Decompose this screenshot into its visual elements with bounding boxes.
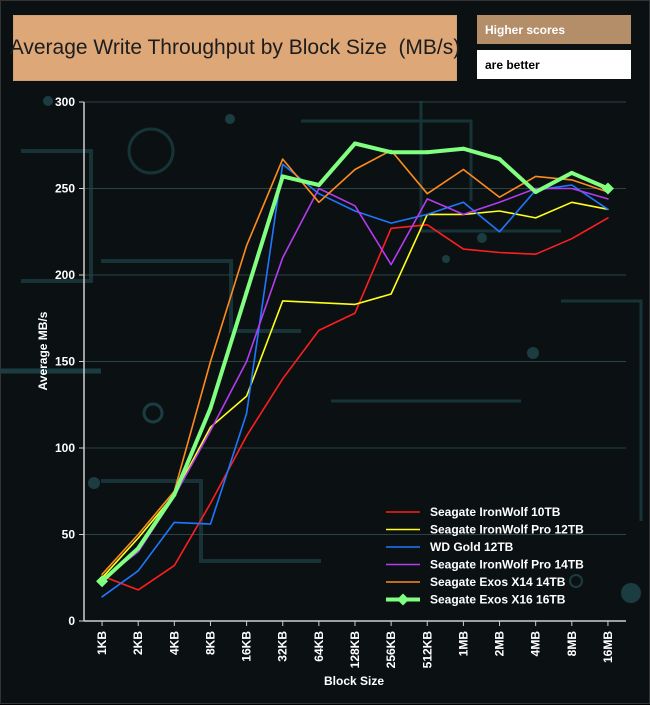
legend-marker-5	[397, 593, 409, 606]
x-tick-label-3: 8KB	[203, 631, 217, 655]
series-3	[101, 187, 609, 581]
data-point-5-0	[96, 575, 109, 588]
x-tick-label-5: 32KB	[276, 631, 290, 662]
chart-legend: Seagate IronWolf 10TB Seagate IronWolf Pr…	[386, 505, 584, 607]
data-point-5-14	[601, 182, 614, 195]
legend-item-4: Seagate Exos X14 14TB	[386, 575, 566, 589]
data-point-5-10	[461, 146, 466, 151]
x-tick-label-8: 256KB	[384, 631, 398, 669]
y-tick-label-6: 300	[55, 95, 75, 109]
data-point-5-3	[208, 406, 213, 411]
data-point-5-9	[425, 150, 430, 155]
x-tick-label-9: 512KB	[420, 631, 434, 669]
legend-label-0: Seagate IronWolf 10TB	[430, 505, 561, 519]
x-tick-label-4: 16KB	[240, 631, 254, 662]
x-tick-label-13: 8MB	[565, 631, 579, 657]
legend-label-5: Seagate Exos X16 16TB	[430, 593, 566, 607]
circuit-background	[1, 96, 643, 603]
series-5	[96, 141, 614, 588]
y-tick-label-1: 50	[62, 528, 76, 542]
note-higher-scores: Higher scores	[477, 15, 631, 44]
legend-item-0: Seagate IronWolf 10TB	[386, 505, 561, 519]
data-point-5-11	[497, 157, 502, 162]
x-tick-label-0: 1KB	[95, 631, 109, 655]
x-tick-label-12: 4MB	[529, 631, 543, 657]
y-tick-label-4: 200	[55, 268, 75, 282]
data-point-5-8	[389, 150, 394, 155]
y-tick-label-0: 0	[68, 614, 75, 628]
x-tick-label-10: 1MB	[456, 631, 470, 657]
series-line-3	[101, 187, 609, 581]
series-layer	[96, 141, 614, 598]
x-tick-label-2: 4KB	[167, 631, 181, 655]
series-line-2	[101, 163, 609, 598]
x-axis-title: Block Size	[324, 674, 384, 688]
legend-item-2: WD Gold 12TB	[386, 540, 514, 554]
data-point-5-1	[136, 546, 141, 551]
y-axis-ticks: 0 50 100 150 200 250 300	[55, 95, 84, 628]
x-tick-label-1: 2KB	[131, 631, 145, 655]
data-point-5-6	[316, 183, 321, 188]
data-point-5-4	[244, 290, 249, 295]
y-tick-label-5: 250	[55, 182, 75, 196]
y-tick-label-2: 100	[55, 441, 75, 455]
series-0	[101, 217, 609, 591]
series-line-0	[101, 217, 609, 591]
data-point-5-2	[172, 492, 177, 497]
series-2	[101, 163, 609, 598]
x-axis-ticks: 1KB 2KB 4KB 8KB 16KB 32KB 64KB 128KB 256KB 512KB 1…	[95, 621, 615, 668]
legend-item-5: Seagate Exos X16 16TB	[386, 593, 566, 607]
legend-label-2: WD Gold 12TB	[430, 540, 514, 554]
legend-label-4: Seagate Exos X14 14TB	[430, 575, 566, 589]
y-tick-label-3: 150	[55, 355, 75, 369]
y-axis-title: Average MB/s	[36, 311, 50, 390]
legend-label-3: Seagate IronWolf Pro 14TB	[430, 558, 584, 572]
data-point-5-5	[280, 174, 285, 179]
x-tick-label-14: 16MB	[601, 631, 615, 663]
legend-item-3: Seagate IronWolf Pro 14TB	[386, 558, 584, 572]
data-point-5-13	[569, 170, 574, 175]
data-point-5-12	[533, 189, 538, 194]
chart-title: Average Write Throughput by Block Size (…	[10, 15, 460, 81]
series-1	[101, 201, 609, 579]
series-line-1	[101, 201, 609, 579]
x-tick-label-6: 64KB	[312, 631, 326, 662]
legend-label-1: Seagate IronWolf Pro 12TB	[430, 523, 584, 537]
legend-item-1: Seagate IronWolf Pro 12TB	[386, 523, 584, 537]
note-are-better: are better	[477, 50, 631, 79]
data-point-5-7	[353, 141, 357, 146]
x-tick-label-7: 128KB	[348, 631, 362, 669]
x-tick-label-11: 2MB	[493, 631, 507, 657]
